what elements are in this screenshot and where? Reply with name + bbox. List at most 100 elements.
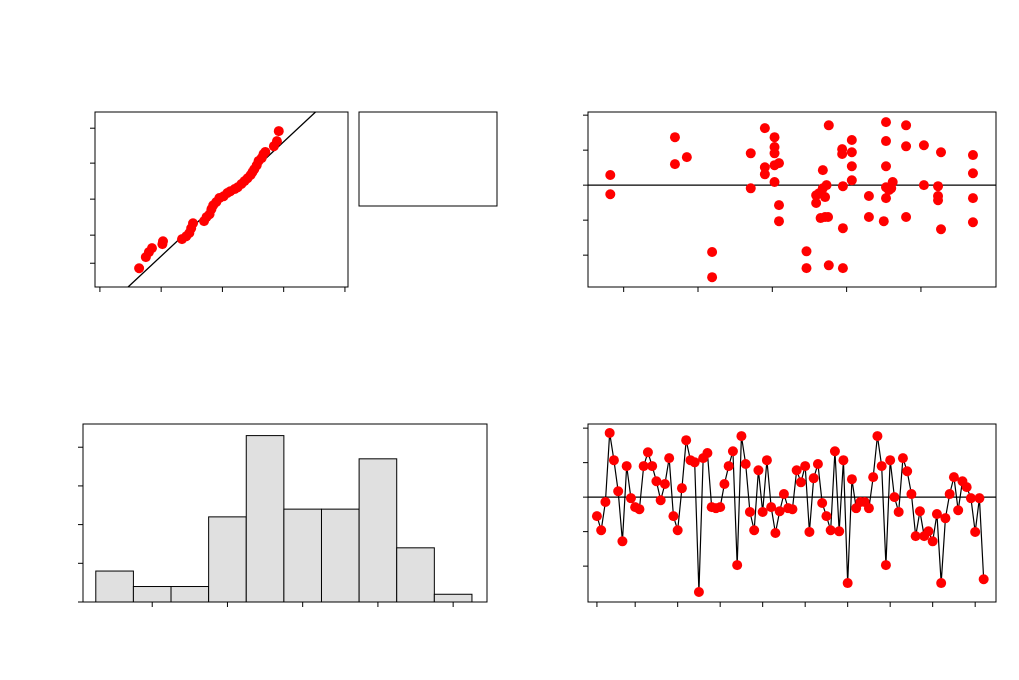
- point: [933, 181, 944, 192]
- point: [773, 158, 784, 169]
- point: [906, 489, 917, 500]
- point: [702, 447, 713, 458]
- point: [727, 446, 738, 457]
- point: [801, 246, 812, 257]
- point: [801, 263, 812, 274]
- point: [157, 236, 168, 247]
- point: [872, 431, 883, 442]
- point: [736, 431, 747, 442]
- point: [897, 453, 908, 464]
- point: [693, 586, 704, 597]
- point: [936, 578, 947, 589]
- point: [804, 526, 815, 537]
- point: [740, 459, 751, 470]
- point: [778, 489, 789, 500]
- point: [719, 479, 730, 490]
- point: [817, 497, 828, 508]
- point: [825, 525, 836, 536]
- point: [676, 483, 687, 494]
- point: [936, 147, 947, 158]
- point: [787, 504, 798, 515]
- point: [770, 528, 781, 539]
- bar: [433, 593, 473, 603]
- point: [617, 536, 628, 547]
- point: [881, 117, 892, 128]
- point: [591, 511, 602, 522]
- point: [672, 525, 683, 536]
- point: [936, 224, 947, 235]
- point: [791, 465, 802, 476]
- point: [681, 435, 692, 446]
- point: [829, 446, 840, 457]
- point: [974, 493, 985, 504]
- point: [732, 560, 743, 571]
- point: [823, 260, 834, 271]
- point: [604, 427, 615, 438]
- point: [613, 486, 624, 497]
- point: [753, 465, 764, 476]
- point: [863, 503, 874, 514]
- point: [745, 148, 756, 159]
- point: [910, 531, 921, 542]
- point: [188, 218, 199, 229]
- point: [893, 506, 904, 517]
- point: [821, 180, 832, 191]
- bar: [283, 508, 322, 603]
- point: [638, 461, 649, 472]
- point: [868, 472, 879, 483]
- point: [811, 198, 822, 208]
- point: [664, 453, 675, 464]
- point: [773, 200, 784, 211]
- point: [681, 152, 692, 163]
- point: [647, 461, 658, 472]
- point: [605, 189, 616, 200]
- bar: [208, 516, 247, 603]
- point: [608, 455, 619, 466]
- point: [944, 489, 955, 500]
- point: [668, 511, 679, 522]
- bar: [132, 586, 172, 603]
- point: [669, 132, 680, 143]
- point: [927, 536, 938, 547]
- point: [774, 506, 785, 517]
- point: [769, 177, 780, 187]
- point: [596, 525, 607, 536]
- point: [808, 473, 819, 484]
- point: [967, 150, 978, 161]
- point: [634, 504, 645, 515]
- point: [863, 191, 874, 201]
- point: [881, 136, 892, 147]
- point: [817, 165, 828, 176]
- panel: [90, 111, 349, 292]
- bar: [358, 458, 398, 603]
- point: [889, 492, 900, 503]
- point: [846, 147, 857, 158]
- point: [715, 502, 726, 513]
- point: [970, 526, 981, 537]
- point: [271, 136, 282, 147]
- point: [689, 457, 700, 468]
- point: [965, 493, 976, 504]
- point: [948, 472, 959, 483]
- point: [918, 140, 929, 151]
- point: [953, 505, 964, 516]
- point: [655, 495, 666, 506]
- point: [940, 513, 951, 524]
- point: [759, 162, 770, 173]
- point: [821, 511, 832, 522]
- point: [769, 132, 780, 143]
- point: [837, 223, 848, 234]
- bar: [320, 508, 360, 603]
- point: [800, 461, 811, 472]
- point: [745, 183, 756, 194]
- point: [978, 574, 989, 585]
- point: [880, 560, 891, 571]
- point: [749, 525, 760, 536]
- panel: [78, 423, 488, 607]
- point: [901, 212, 912, 222]
- legend-box: [358, 111, 498, 207]
- point: [669, 159, 680, 170]
- point: [878, 216, 889, 227]
- point: [823, 120, 834, 131]
